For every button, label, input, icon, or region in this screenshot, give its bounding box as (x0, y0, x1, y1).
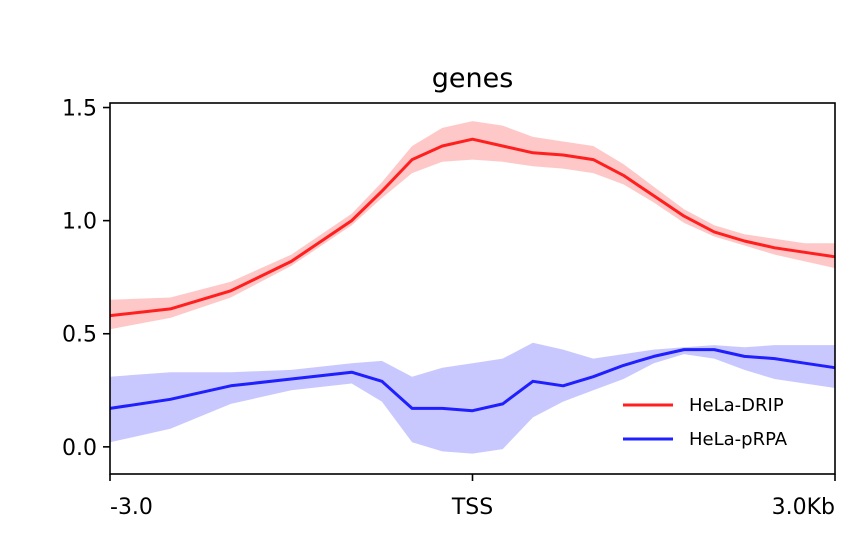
y-tick-label: 1.5 (62, 97, 97, 122)
y-axis: 0.0 0.5 1.0 1.5 (62, 97, 110, 461)
y-tick-label: 0.0 (62, 436, 97, 461)
confidence-bands (110, 121, 835, 454)
y-tick-label: 1.0 (62, 210, 97, 235)
series-band-1 (110, 342, 835, 454)
x-axis: -3.0 TSS 3.0Kb (109, 474, 836, 520)
series-line-1 (109, 348, 836, 413)
y-tick-label: 0.5 (62, 323, 97, 348)
series-band-0 (110, 121, 835, 330)
legend-label-0: HeLa-DRIP (689, 395, 784, 416)
x-tick-label: -3.0 (110, 495, 153, 520)
legend: HeLa-DRIP HeLa-pRPA (623, 395, 788, 450)
x-tick-label: TSS (451, 495, 493, 520)
x-tick-label: 3.0Kb (772, 495, 835, 520)
chart-title: genes (432, 63, 514, 94)
series-lines (109, 137, 836, 413)
series-line-0 (109, 137, 836, 318)
legend-label-1: HeLa-pRPA (689, 429, 788, 450)
